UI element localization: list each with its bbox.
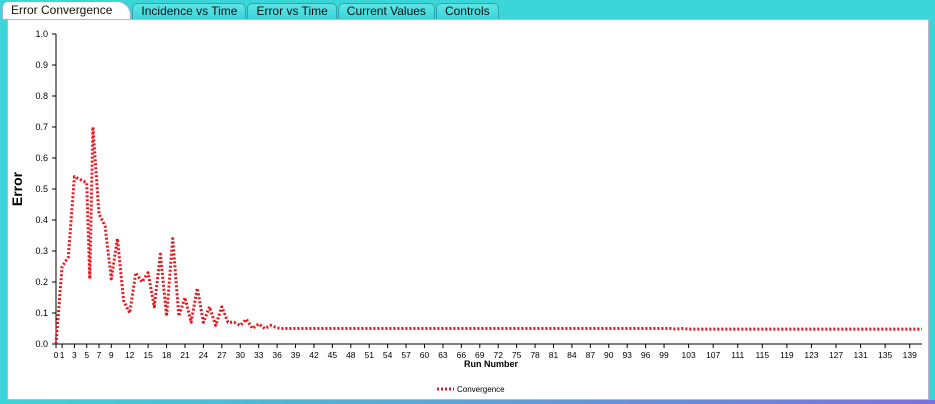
x-tick-label: 27: [217, 350, 227, 360]
legend-label-convergence: Convergence: [457, 385, 505, 394]
y-axis-label: Error: [9, 171, 25, 206]
x-tick-label: 54: [383, 350, 393, 360]
x-tick-label: 7: [97, 350, 102, 360]
x-tick-label: 75: [512, 350, 522, 360]
x-tick-label: 135: [878, 350, 892, 360]
x-tick-label: 90: [604, 350, 614, 360]
x-tick-label: 111: [731, 350, 744, 360]
y-tick-label: 0.1: [35, 308, 48, 318]
x-tick-label: 24: [199, 350, 209, 360]
x-tick-label: 12: [125, 350, 135, 360]
x-tick-label: 78: [530, 350, 540, 360]
y-tick-label: 0.0: [35, 339, 48, 349]
x-tick-label: 36: [272, 350, 282, 360]
x-tick-label: 9: [109, 350, 114, 360]
x-tick-label: 51: [364, 350, 374, 360]
tab-error-vs-time[interactable]: Error vs Time: [247, 3, 337, 19]
tab-current-values[interactable]: Current Values: [337, 3, 435, 19]
y-tick-label: 0.5: [35, 184, 48, 194]
x-tick-label: 87: [586, 350, 596, 360]
x-tick-label: 84: [567, 350, 577, 360]
x-tick-label: 1: [60, 350, 65, 360]
x-tick-label: 103: [682, 350, 696, 360]
x-tick-label: 127: [829, 350, 843, 360]
x-tick-label: 66: [457, 350, 467, 360]
window-bottom-strip: [0, 400, 935, 404]
x-tick-label: 18: [162, 350, 172, 360]
y-tick-label: 0.6: [35, 153, 48, 163]
series-line-convergence: [54, 125, 922, 345]
x-tick-label: 115: [756, 350, 770, 360]
y-tick-label: 0.2: [35, 277, 48, 287]
tab-controls[interactable]: Controls: [435, 3, 499, 19]
x-tick-label: 21: [180, 350, 190, 360]
y-tick-label: 0.9: [35, 60, 48, 70]
y-tick-label: 0.3: [35, 246, 48, 256]
tab-error-convergence[interactable]: Error Convergence: [2, 1, 132, 19]
tab-bar: Error Convergence Incidence vs Time Erro…: [0, 1, 500, 19]
x-tick-label: 5: [84, 350, 89, 360]
y-ticks: 0.0 0.1 0.2 0.3 0.4 0.5 0.6 0.7 0.8 0.9 1.0: [35, 29, 56, 349]
x-tick-label: 3: [72, 350, 77, 360]
x-tick-label: 123: [804, 350, 818, 360]
tab-incidence-vs-time[interactable]: Incidence vs Time: [132, 3, 247, 19]
y-tick-label: 0.4: [35, 215, 48, 225]
series-layer: [54, 125, 922, 345]
x-tick-label: 48: [346, 350, 356, 360]
x-tick-label: 42: [309, 350, 319, 360]
x-tick-label: 60: [420, 350, 430, 360]
x-tick-label: 30: [236, 350, 246, 360]
x-tick-label: 15: [143, 350, 153, 360]
y-tick-label: 0.7: [35, 122, 48, 132]
x-tick-label: 93: [622, 350, 632, 360]
x-tick-label: 63: [438, 350, 448, 360]
x-tick-label: 139: [903, 350, 917, 360]
x-tick-label: 81: [549, 350, 559, 360]
x-tick-label: 96: [641, 350, 651, 360]
x-tick-label: 45: [328, 350, 338, 360]
x-tick-label: 39: [291, 350, 301, 360]
x-tick-label: 119: [780, 350, 794, 360]
y-tick-label: 1.0: [35, 29, 48, 39]
x-axis-label: Run Number: [464, 359, 518, 369]
x-tick-label: 107: [706, 350, 720, 360]
axes: [55, 34, 922, 345]
x-tick-label: 0: [54, 350, 59, 360]
x-tick-label: 69: [475, 350, 485, 360]
x-ticks: 0 1 3 5 7 9 12 15 18 21 24 27 30 33 36 39 42 45 48 51 54 57 60…: [54, 344, 917, 360]
x-tick-label: 57: [401, 350, 411, 360]
x-tick-label: 33: [254, 350, 264, 360]
x-tick-label: 131: [853, 350, 867, 360]
x-tick-label: 72: [493, 350, 503, 360]
legend: Convergence: [437, 385, 505, 394]
x-tick-label: 99: [659, 350, 669, 360]
y-tick-label: 0.8: [35, 91, 48, 101]
